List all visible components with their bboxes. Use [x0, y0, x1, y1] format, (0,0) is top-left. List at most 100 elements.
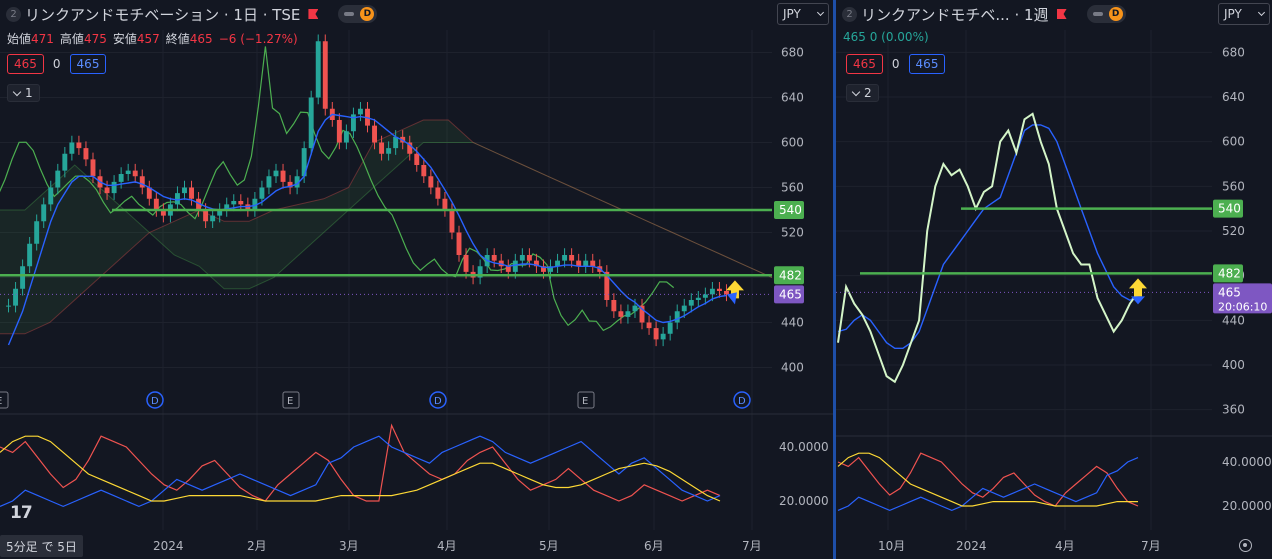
candle-body: [639, 305, 645, 323]
currency-label: JPY: [1224, 7, 1242, 21]
candle-body: [280, 170, 286, 182]
currency-select[interactable]: JPY: [1218, 3, 1270, 25]
earnings-event-label: E: [287, 396, 293, 407]
candle-body: [259, 187, 265, 199]
tradingview-logo: 17: [10, 503, 33, 523]
level-price-label: 540: [779, 203, 802, 217]
candle-body: [632, 305, 638, 312]
candle-body: [125, 170, 131, 174]
y-tick-label: 680: [1222, 45, 1245, 59]
candle-body: [463, 255, 469, 272]
candle-body: [6, 305, 11, 307]
symbol-badge: 2: [6, 6, 21, 22]
dividend-badge: D: [1108, 7, 1123, 21]
price-box-blue: 465: [908, 54, 946, 74]
candle-body: [372, 125, 378, 143]
level-price-label: 482: [779, 268, 802, 282]
flag-icon[interactable]: [1056, 9, 1067, 19]
last-price-label: 465: [779, 287, 802, 301]
candle-body: [667, 322, 673, 334]
last-price-tag: [1213, 283, 1272, 314]
candle-body: [160, 210, 166, 216]
price-box-blue: 465: [69, 54, 107, 74]
candle-body: [688, 300, 694, 306]
weekly-chart-pane[interactable]: 36040044048052056060064068054048246520:0…: [836, 0, 1272, 559]
candle-body: [76, 142, 82, 149]
sell-arrow-icon: [726, 292, 737, 305]
candle-body: [146, 187, 152, 199]
indicator-series-line: [837, 452, 1139, 507]
y-tick-label: 600: [781, 136, 804, 150]
lagging-span-line: [0, 46, 675, 332]
candle-body: [541, 266, 546, 272]
dividend-event-label: D: [434, 396, 442, 407]
toggle-knob-icon: [344, 12, 355, 16]
x-tick-label: 7月: [1141, 539, 1161, 553]
dividend-badge: D: [360, 7, 375, 21]
ichimoku-cloud: [0, 120, 772, 334]
candle-body: [583, 260, 589, 267]
symbol-title[interactable]: リンクアンドモチベ... · 1週: [861, 5, 1049, 24]
ohlc-key: 高値: [59, 32, 84, 46]
dividend-event-marker: [146, 391, 164, 409]
earnings-event-label: E: [0, 396, 2, 407]
y-tick-label: 560: [781, 181, 804, 195]
candle-body: [512, 260, 518, 272]
x-tick-label: 2月: [247, 539, 267, 553]
ohlc-key: 終値: [165, 32, 190, 46]
price-box-zero: 0: [52, 57, 61, 71]
x-tick-label: 10月: [878, 539, 905, 553]
x-tick-label: 4月: [1055, 539, 1075, 553]
toggle-knob-icon: [1092, 12, 1103, 16]
flag-icon[interactable]: [308, 9, 319, 19]
indicator-y-tick-label: 20.0000: [1222, 499, 1272, 513]
candle-body: [386, 148, 392, 154]
candle-body: [716, 288, 722, 291]
candle-body: [111, 181, 117, 194]
daily-chart-pane[interactable]: 400440480520560600640680540482465EDEDED2…: [0, 0, 833, 559]
gear-icon[interactable]: [1239, 539, 1252, 552]
candle-body: [196, 198, 202, 210]
candle-body: [407, 142, 413, 154]
indicator-collapse-button[interactable]: 1: [7, 84, 40, 102]
candle-body: [576, 260, 582, 267]
candle-body: [132, 170, 138, 177]
candle-body: [393, 136, 399, 149]
level-price-tag: [1213, 264, 1243, 283]
candle-body: [357, 108, 363, 115]
buy-arrow-icon: [725, 280, 744, 299]
status-bar[interactable]: 5分足 で 5日: [0, 535, 83, 557]
symbol-title[interactable]: リンクアンドモチベーション · 1日 · TSE: [25, 5, 301, 24]
indicator-collapse-button[interactable]: 2: [846, 84, 879, 102]
y-tick-label: 560: [1222, 179, 1245, 193]
chevron-down-icon: [851, 87, 861, 96]
currency-label: JPY: [783, 7, 801, 21]
candle-body: [695, 297, 701, 300]
candle-body: [548, 266, 553, 272]
x-tick-label: 6月: [644, 539, 664, 553]
x-tick-label: 5月: [539, 539, 559, 553]
indicator-series-line: [0, 435, 721, 508]
weekly-chart-header: 2 リンクアンドモチベ... · 1週 D: [836, 0, 1126, 28]
candle-body: [153, 198, 159, 210]
pane-divider[interactable]: [833, 0, 836, 559]
y-tick-label: 360: [1222, 403, 1245, 417]
ohlc-value: 457: [136, 32, 160, 46]
indicator-count: 1: [25, 86, 33, 100]
indicator-count: 2: [864, 86, 872, 100]
data-toggle[interactable]: D: [1086, 5, 1126, 23]
symbol-badge: 2: [842, 6, 857, 22]
y-tick-label: 440: [781, 316, 804, 330]
weekly-chart-canvas[interactable]: 36040044048052056060064068054048246520:0…: [836, 0, 1272, 559]
daily-chart-canvas[interactable]: 400440480520560600640680540482465EDEDED2…: [0, 0, 833, 559]
candle-body: [322, 41, 328, 109]
currency-select[interactable]: JPY: [777, 3, 829, 25]
y-tick-label: 400: [1222, 358, 1245, 372]
dividend-event-label: D: [151, 396, 159, 407]
price-box-red: 465: [7, 54, 44, 74]
candle-body: [519, 255, 525, 261]
candle-body: [709, 288, 715, 295]
data-toggle[interactable]: D: [338, 5, 378, 23]
chevron-down-icon: [1257, 8, 1266, 17]
candle-body: [13, 288, 19, 306]
